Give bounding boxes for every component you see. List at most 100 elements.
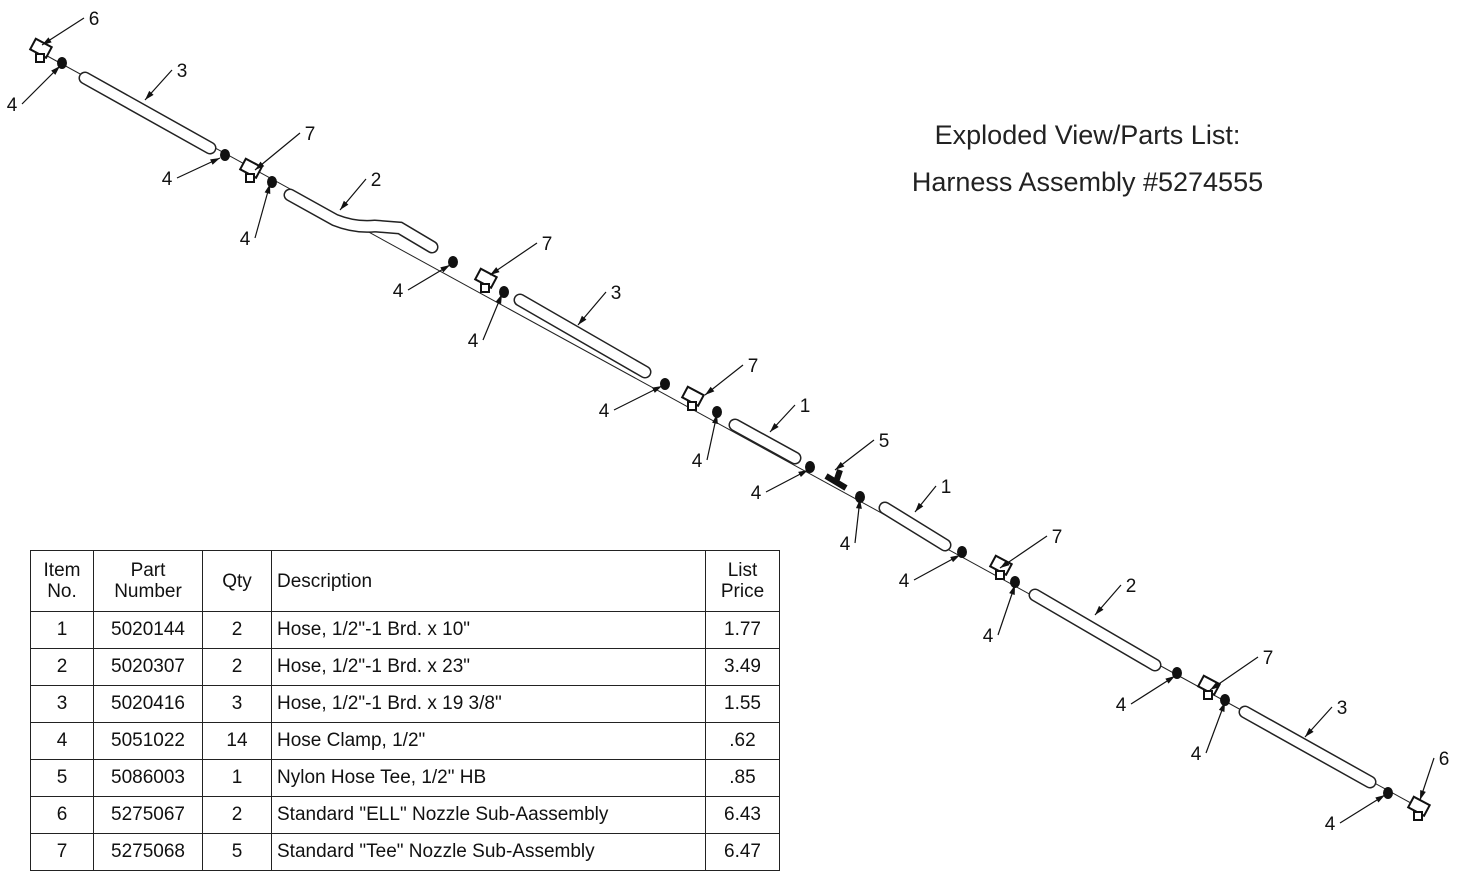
callout-number: 7	[1263, 648, 1274, 669]
table-cell: 6	[30, 796, 94, 834]
table-cell: 2	[202, 611, 272, 649]
table-cell: Standard "Tee" Nozzle Sub-Assembly	[271, 833, 706, 871]
leader-arrow	[578, 315, 587, 325]
table-cell: Hose, 1/2"-1 Brd. x 10"	[271, 611, 706, 649]
callout-number: 4	[1116, 695, 1127, 716]
leader-arrow	[652, 386, 662, 393]
callout-number: 4	[751, 483, 762, 504]
table-cell: 1	[202, 759, 272, 797]
leader-arrow	[1305, 727, 1314, 737]
leader-arrow	[915, 502, 924, 512]
callout-number: 4	[162, 169, 173, 190]
table-cell: .62	[705, 722, 780, 760]
header-cell: Item No.	[30, 550, 94, 612]
table-cell: 5020307	[93, 648, 203, 686]
callout-number: 3	[177, 61, 188, 82]
hose	[730, 420, 800, 463]
header-row: Item No. Part Number Qty Description List Pr…	[30, 550, 780, 612]
leader-arrow	[835, 461, 845, 470]
nozzle-tip	[480, 283, 490, 293]
nozzle-tip	[995, 570, 1005, 580]
header-cell: List Price	[705, 550, 780, 612]
header-cell: Qty	[202, 550, 272, 612]
table-cell: 6.43	[705, 796, 780, 834]
table-cell: 1.77	[705, 611, 780, 649]
table-cell: 5020144	[93, 611, 203, 649]
callout-number: 4	[240, 229, 251, 250]
hose	[80, 73, 215, 153]
table-cell: Hose, 1/2"-1 Brd. x 19 3/8"	[271, 685, 706, 723]
table-cell: 3.49	[705, 648, 780, 686]
table-cell: 2	[30, 648, 94, 686]
leader-arrow	[1210, 682, 1220, 690]
callout-number: 4	[468, 331, 479, 352]
callout-number: 1	[800, 396, 811, 417]
nozzle-tip	[245, 173, 255, 183]
leader-arrow	[1009, 585, 1015, 595]
callout-number: 4	[840, 534, 851, 555]
leader-arrow	[1095, 605, 1104, 615]
leader-arrow	[51, 66, 60, 75]
parts-table: Item No. Part Number Qty Description List Pr…	[30, 550, 780, 871]
table-cell: 3	[30, 685, 94, 723]
table-cell: 2	[202, 796, 272, 834]
callout-number: 2	[1126, 576, 1137, 597]
leader-arrow	[1218, 702, 1225, 712]
table-row: 5 5086003 1 Nylon Hose Tee, 1/2" HB .85	[30, 759, 780, 797]
callout-number: 7	[748, 356, 759, 377]
hose-clamp	[855, 491, 865, 503]
callout-number: 4	[692, 451, 703, 472]
leader-arrow	[145, 90, 154, 100]
hose	[1240, 707, 1375, 787]
leader-arrow	[950, 555, 960, 563]
callout-number: 6	[1439, 749, 1450, 770]
callout-number: 4	[1325, 814, 1336, 835]
table-cell: Hose, 1/2"-1 Brd. x 23"	[271, 648, 706, 686]
leader-arrow	[712, 414, 718, 424]
table-cell: 5	[30, 759, 94, 797]
table-row: 1 5020144 2 Hose, 1/2"-1 Brd. x 10" 1.77	[30, 611, 780, 649]
table-cell: 4	[30, 722, 94, 760]
table-cell: 5275068	[93, 833, 203, 871]
header-cell: Part Number	[93, 550, 203, 612]
leader-arrow	[770, 422, 779, 432]
table-cell: Standard "ELL" Nozzle Sub-Aassembly	[271, 796, 706, 834]
table-row: 3 5020416 3 Hose, 1/2"-1 Brd. x 19 3/8" 1.55	[30, 685, 780, 723]
leader-arrow	[705, 386, 715, 395]
table-cell: 5	[202, 833, 272, 871]
hose	[285, 190, 437, 252]
leader-line	[254, 132, 301, 171]
callout-number: 3	[1337, 698, 1348, 719]
hose-clamp	[1383, 787, 1393, 799]
table-cell: 3	[202, 685, 272, 723]
leader-arrow	[255, 161, 265, 170]
callout-number: 4	[599, 401, 610, 422]
callout-number: 2	[371, 170, 382, 191]
table-row: 7 5275068 5 Standard "Tee" Nozzle Sub-Assem…	[30, 833, 780, 871]
table-cell: 7	[30, 833, 94, 871]
callout-number: 7	[305, 124, 316, 145]
table-cell: 5086003	[93, 759, 203, 797]
table-cell: Hose Clamp, 1/2"	[271, 722, 706, 760]
table-cell: Nylon Hose Tee, 1/2" HB	[271, 759, 706, 797]
leader-arrow	[495, 294, 502, 304]
hose-clamp	[448, 256, 458, 268]
table-row: 4 5051022 14 Hose Clamp, 1/2" .62	[30, 722, 780, 760]
leader-line	[1209, 656, 1259, 691]
hose-clamp	[712, 406, 722, 418]
callout-number: 4	[7, 95, 18, 116]
hose	[515, 295, 650, 377]
nozzle-tip	[1413, 811, 1423, 821]
leader-arrow	[42, 37, 52, 45]
leader-arrow	[264, 184, 271, 194]
table-cell: 5020416	[93, 685, 203, 723]
nozzle-tip	[687, 401, 697, 411]
table-row: 2 5020307 2 Hose, 1/2"-1 Brd. x 23" 3.49	[30, 648, 780, 686]
hose-clamp	[1010, 576, 1020, 588]
leader-arrow	[490, 267, 500, 275]
nozzle-tip	[35, 53, 45, 63]
table-cell: 1	[30, 611, 94, 649]
hose-clamp	[220, 149, 230, 161]
leader-arrow	[1375, 795, 1385, 803]
